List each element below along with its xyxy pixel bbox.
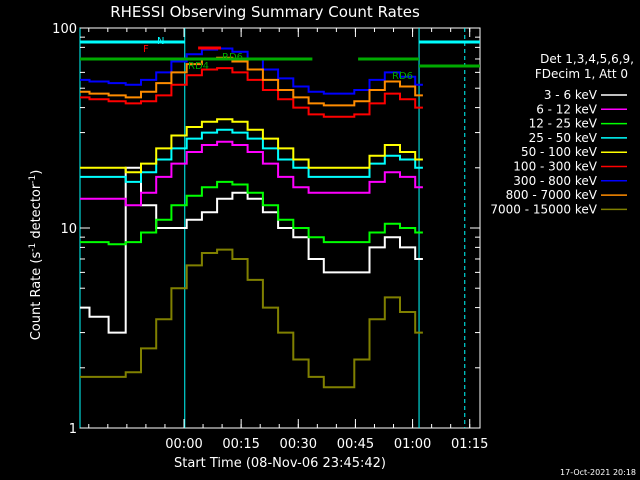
series-line-0 [80, 166, 423, 334]
y-axis-label-sup: -1 [28, 243, 38, 252]
series-line-1 [80, 140, 423, 207]
series-line-4 [80, 118, 423, 174]
legend-label: 6 - 12 keV [536, 102, 598, 116]
legend-label: 100 - 300 keV [513, 160, 597, 174]
series-line-2 [80, 180, 423, 246]
legend-label: 800 - 7000 keV [506, 188, 598, 202]
x-tick-label: 00:00 [165, 437, 202, 452]
legend: Det 1,3,4,5,6,9, FDecim 1, Att 0 3 - 6 k… [490, 52, 634, 216]
series-line-7 [80, 56, 423, 107]
series-line-8 [80, 248, 423, 389]
annotation-label: RD6 [392, 71, 413, 82]
legend-label: 3 - 6 keV [544, 88, 598, 102]
chart-title: RHESSI Observing Summary Count Rates [110, 3, 420, 21]
legend-label: 300 - 800 keV [513, 174, 597, 188]
x-tick-label: 01:15 [451, 437, 488, 452]
y-axis-label-sup2: -1 [28, 175, 38, 184]
legend-label: 50 - 100 keV [521, 145, 598, 159]
series-line-6 [80, 47, 423, 95]
annotation-label: N [157, 36, 164, 47]
legend-header-1: Det 1,3,4,5,6,9, [540, 52, 634, 66]
y-axis-label-end: ) [29, 170, 44, 175]
x-tick-label: 00:30 [280, 437, 317, 452]
generation-timestamp: 17-Oct-2021 20:18 [560, 468, 636, 477]
legend-header-2: FDecim 1, Att 0 [535, 67, 628, 81]
y-axis-label-main: Count Rate (s [29, 252, 44, 341]
x-tick-label: 00:45 [337, 437, 374, 452]
y-tick-label: 10 [60, 222, 77, 237]
series-line-5 [80, 67, 423, 118]
legend-label: 25 - 50 keV [529, 131, 598, 145]
y-axis-label-rest: detector [29, 183, 44, 243]
y-tick-label: 1 [69, 422, 77, 437]
legend-label: 12 - 25 keV [529, 117, 598, 131]
x-tick-label: 01:00 [394, 437, 431, 452]
annotation-label: RD4 [188, 61, 209, 72]
x-axis-label: Start Time (08-Nov-06 23:45:42) [174, 456, 386, 471]
y-tick-label: 100 [52, 22, 77, 37]
legend-label: 7000 - 15000 keV [490, 202, 597, 216]
plot-area: 1 10 100 00:00 00:15 00:30 00:45 01:00 01:15 NF RD… [52, 22, 488, 452]
annotation-label: F [143, 44, 149, 55]
x-tick-label: 00:15 [222, 437, 259, 452]
y-axis-label: Count Rate (s-1 detector-1) [28, 170, 44, 341]
series-group [80, 47, 423, 389]
annotation-label: RD6 [222, 52, 243, 63]
